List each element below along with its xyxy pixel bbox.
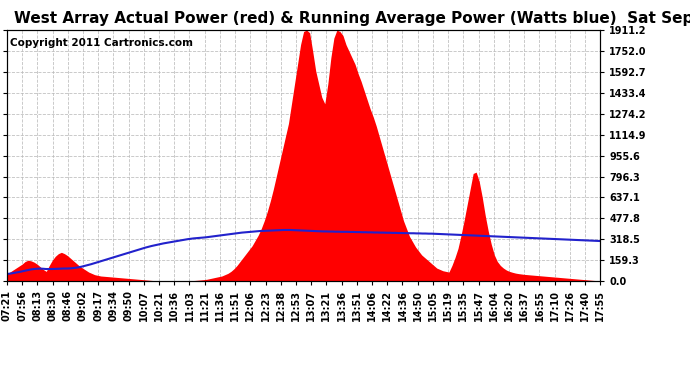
Text: West Array Actual Power (red) & Running Average Power (Watts blue)  Sat Sep 24 1: West Array Actual Power (red) & Running … — [14, 11, 690, 26]
Text: Copyright 2011 Cartronics.com: Copyright 2011 Cartronics.com — [10, 38, 193, 48]
